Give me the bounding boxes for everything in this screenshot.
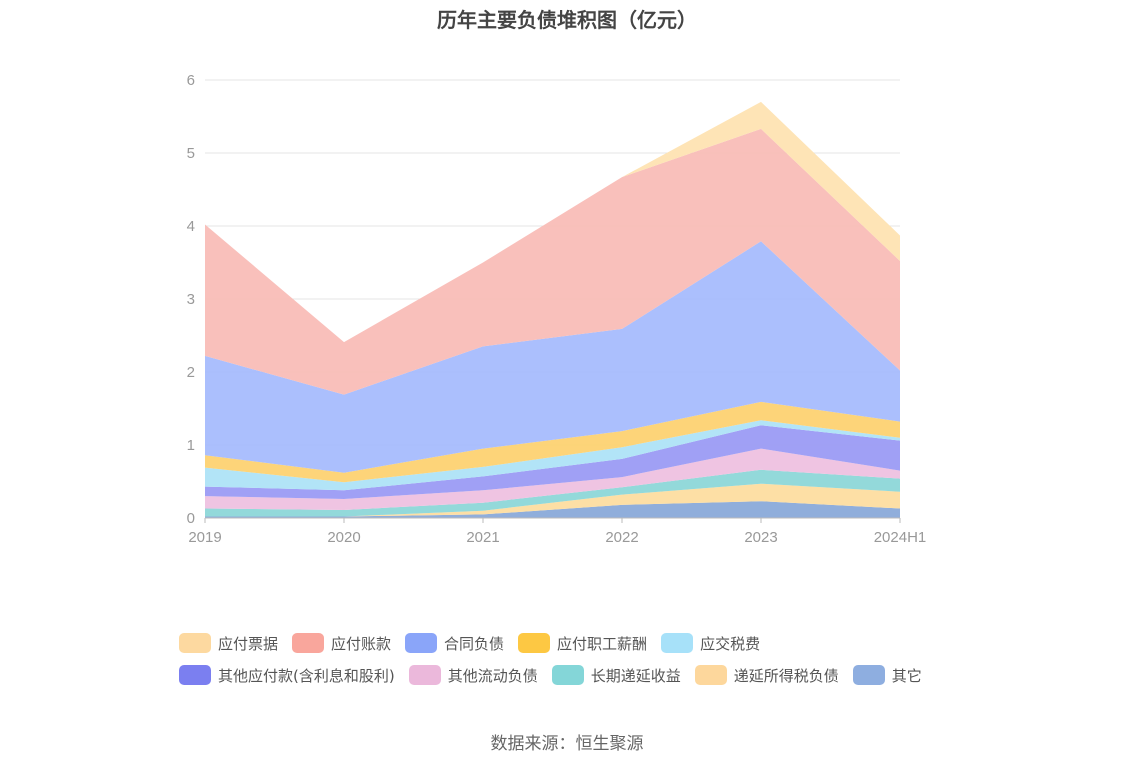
legend-label: 应付职工薪酬: [557, 634, 648, 653]
legend-label: 其他应付款(含利息和股利): [218, 666, 395, 685]
x-tick-label: 2021: [466, 529, 499, 546]
legend-item[interactable]: 应交税费: [661, 633, 760, 654]
y-tick-label: 0: [187, 510, 195, 527]
legend-item[interactable]: 其它: [852, 665, 922, 686]
legend-swatch: [405, 633, 438, 653]
x-axis: [204, 517, 901, 523]
legend-swatch: [408, 665, 441, 685]
legend-item[interactable]: 合同负债: [405, 633, 504, 654]
legend-label: 长期递延收益: [590, 666, 681, 685]
legend-row-1: 应付票据 应付账款 合同负债 应付职工薪酬 应交税费: [179, 632, 936, 654]
y-axis-labels: 0 1 2 3 4 5 6: [187, 72, 195, 527]
legend-item[interactable]: 递延所得税负债: [694, 665, 839, 686]
x-tick-label: 2020: [327, 529, 360, 546]
legend-item[interactable]: 应付账款: [292, 633, 391, 654]
x-tick-label: 2019: [188, 529, 221, 546]
area-series: [205, 101, 900, 518]
legend-label: 递延所得税负债: [733, 666, 839, 685]
y-tick-label: 1: [187, 437, 195, 454]
source-note: 数据来源：恒生聚源: [490, 734, 644, 754]
legend-swatch: [852, 665, 885, 685]
legend-label: 应付账款: [331, 634, 392, 653]
x-tick-label: 2023: [744, 529, 777, 546]
legend-item[interactable]: 其他流动负债: [408, 665, 538, 686]
y-tick-label: 5: [187, 145, 195, 162]
legend-swatch: [551, 665, 584, 685]
area-其他应付款(含利息和股利): [205, 425, 900, 499]
legend-row-2: 其他应付款(含利息和股利) 其他流动负债 长期递延收益 递延所得税负债 其它: [179, 664, 936, 686]
stacked-area-chart: 0 1 2 3 4 5 6 2019 2020 2021 2022 2023 2024H1: [187, 72, 927, 546]
legend-item[interactable]: 应付职工薪酬: [518, 633, 647, 654]
x-tick-label: 2022: [605, 529, 638, 546]
legend: 应付票据 应付账款 合同负债 应付职工薪酬 应交税费 其他应付款(含利息和股利) 其他流动…: [179, 632, 936, 696]
legend-swatch: [661, 633, 694, 653]
area-应付账款: [205, 128, 900, 395]
x-tick-label: 2024H1: [874, 529, 927, 546]
area-应交税费: [205, 420, 900, 491]
legend-label: 其他流动负债: [447, 666, 538, 685]
legend-label: 应付票据: [218, 634, 279, 653]
x-axis-labels: 2019 2020 2021 2022 2023 2024H1: [188, 529, 926, 546]
y-tick-label: 3: [187, 291, 195, 308]
chart-title: 历年主要负债堆积图（亿元）: [437, 8, 697, 32]
legend-label: 应交税费: [700, 634, 761, 653]
legend-item[interactable]: 应付票据: [179, 633, 278, 654]
area-其它: [205, 501, 900, 518]
legend-label: 合同负债: [444, 634, 505, 653]
legend-swatch: [292, 633, 325, 653]
legend-item[interactable]: 长期递延收益: [551, 665, 681, 686]
y-tick-label: 2: [187, 364, 195, 381]
area-递延所得税负债: [205, 483, 900, 517]
legend-swatch: [179, 665, 211, 685]
legend-item[interactable]: 其他应付款(含利息和股利): [179, 665, 395, 686]
area-应付职工薪酬: [205, 401, 900, 483]
area-其他流动负债: [205, 448, 900, 510]
y-tick-label: 4: [187, 218, 195, 235]
area-合同负债: [205, 241, 900, 473]
area-长期递延收益: [205, 469, 900, 517]
legend-swatch: [179, 633, 211, 653]
legend-label: 其它: [891, 666, 922, 685]
legend-swatch: [518, 633, 551, 653]
legend-swatch: [694, 665, 727, 685]
y-tick-label: 6: [187, 72, 195, 89]
